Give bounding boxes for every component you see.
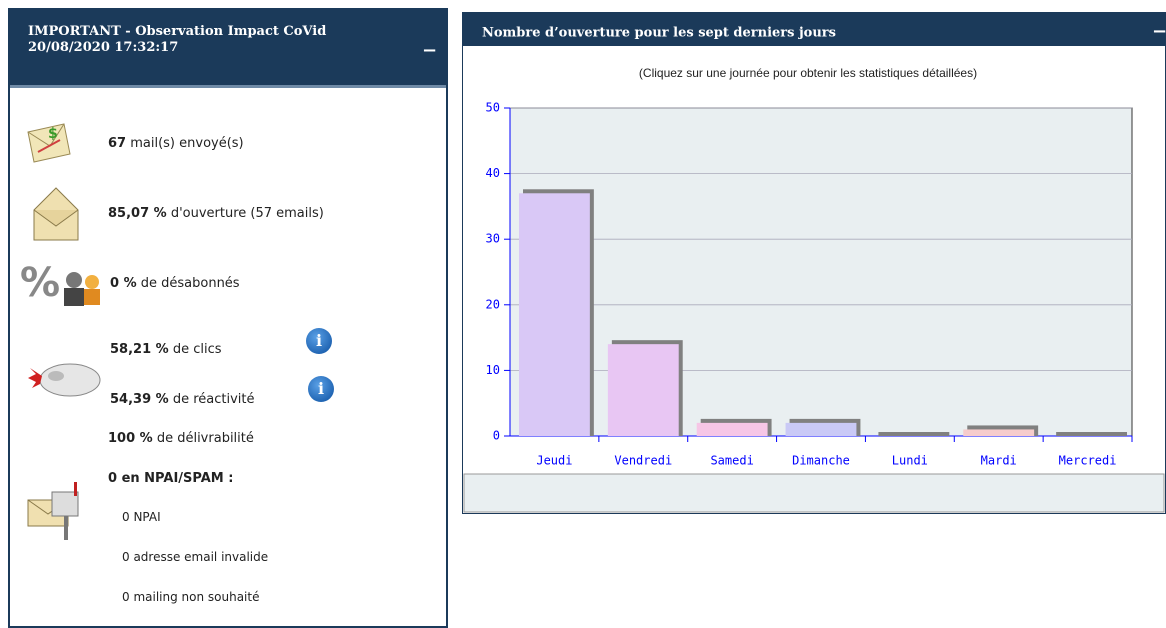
svg-text:%: % bbox=[20, 260, 60, 306]
stat-value: 0 % bbox=[110, 276, 137, 291]
stat-value: 67 bbox=[108, 136, 127, 151]
x-tick-label: Lundi bbox=[892, 454, 928, 468]
y-tick-label: 40 bbox=[486, 166, 500, 180]
stat-value: 58,21 % bbox=[110, 342, 169, 357]
bar[interactable] bbox=[696, 422, 768, 436]
npai-title: 0 en NPAI/SPAM : bbox=[108, 471, 233, 486]
x-tick-label: Vendredi bbox=[614, 454, 672, 468]
collapse-button[interactable]: − bbox=[422, 40, 438, 61]
mouse-icon bbox=[28, 363, 101, 397]
stat-text: de réactivité bbox=[172, 392, 255, 407]
x-tick-label: Mercredi bbox=[1059, 454, 1117, 468]
bar[interactable] bbox=[519, 193, 590, 436]
bar[interactable] bbox=[785, 422, 857, 436]
stat-row: 54,39 % de réactivité bbox=[110, 392, 254, 407]
stat-text: mail(s) envoyé(s) bbox=[130, 136, 244, 151]
npai-item: 0 NPAI bbox=[122, 510, 161, 524]
chart-title: Nombre d’ouverture pour les sept dernier… bbox=[482, 26, 836, 41]
bar-shadow bbox=[1056, 432, 1127, 436]
stat-text: de délivrabilité bbox=[156, 431, 254, 446]
y-tick-label: 10 bbox=[486, 363, 500, 377]
unsubscribe-icon: % bbox=[20, 260, 100, 306]
mail-open-icon bbox=[33, 187, 79, 241]
stat-text: d'ouverture (57 emails) bbox=[170, 206, 324, 221]
y-tick-label: 50 bbox=[486, 101, 500, 115]
svg-text:$: $ bbox=[48, 126, 58, 142]
bar[interactable] bbox=[963, 429, 1035, 436]
stat-text: de clics bbox=[172, 342, 222, 357]
info-button[interactable]: i bbox=[306, 328, 332, 354]
stat-text: de désabonnés bbox=[140, 276, 240, 291]
stat-value: 54,39 % bbox=[110, 392, 169, 407]
npai-item: 0 mailing non souhaité bbox=[122, 590, 260, 604]
stat-row: 67 mail(s) envoyé(s) bbox=[108, 136, 244, 151]
y-tick-label: 20 bbox=[486, 297, 500, 311]
chart-panel: Nombre d’ouverture pour les sept dernier… bbox=[462, 12, 1166, 514]
x-tick-label: Samedi bbox=[710, 454, 753, 468]
bar[interactable] bbox=[607, 344, 679, 436]
stat-row: 100 % de délivrabilité bbox=[108, 431, 254, 446]
chart-subtitle: (Cliquez sur une journée pour obtenir le… bbox=[639, 66, 977, 80]
stat-value: 85,07 % bbox=[108, 206, 167, 221]
npai-item: 0 adresse email invalide bbox=[122, 550, 269, 564]
chart-footer bbox=[463, 473, 1165, 513]
stat-value: 100 % bbox=[108, 431, 153, 446]
collapse-button[interactable]: − bbox=[1152, 21, 1166, 42]
panel-header: IMPORTANT - Observation Impact CoVid 20/… bbox=[10, 10, 446, 88]
y-tick-label: 30 bbox=[486, 232, 500, 246]
x-tick-label: Mardi bbox=[981, 454, 1017, 468]
plot-area bbox=[509, 107, 1133, 437]
npai-title-text: 0 en NPAI/SPAM : bbox=[108, 471, 234, 486]
bar-shadow bbox=[878, 432, 950, 436]
info-button[interactable]: i bbox=[308, 376, 334, 402]
y-tick-label: 0 bbox=[493, 429, 500, 443]
stat-row: 0 % de désabonnés bbox=[110, 276, 240, 291]
mail-sent-icon: $ bbox=[27, 123, 71, 163]
mailbox-icon bbox=[27, 482, 79, 540]
panel-date: 20/08/2020 17:32:17 bbox=[28, 40, 179, 55]
stats-panel: IMPORTANT - Observation Impact CoVid 20/… bbox=[8, 8, 448, 628]
panel-header bbox=[462, 12, 1166, 46]
x-tick-label: Jeudi bbox=[536, 454, 572, 468]
x-tick-label: Dimanche bbox=[792, 454, 850, 468]
stat-row: 85,07 % d'ouverture (57 emails) bbox=[108, 206, 324, 221]
stat-row: 58,21 % de clics bbox=[110, 342, 222, 357]
panel-title: IMPORTANT - Observation Impact CoVid bbox=[28, 24, 327, 39]
